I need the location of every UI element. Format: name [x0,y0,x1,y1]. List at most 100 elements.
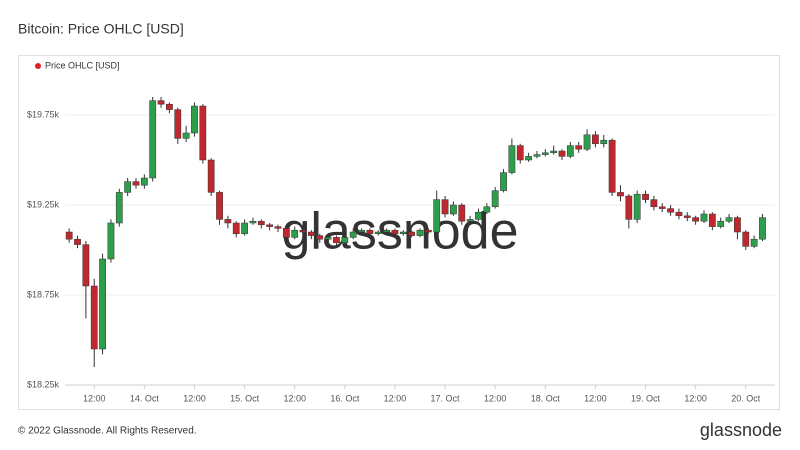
candle-body [516,145,524,161]
copyright: © 2022 Glassnode. All Rights Reserved. [18,426,197,437]
candle-body [617,192,624,197]
candle-body [533,154,541,157]
y-tick-label: $18.75k [27,289,60,299]
x-tick-label: 20. Oct [731,393,761,403]
candle-body [466,219,474,222]
x-tick-label: 12:00 [584,393,607,403]
candle-body [366,229,374,235]
legend-marker [35,63,41,69]
candle-body [224,219,232,224]
candle-body [650,199,658,208]
candle-body [734,217,741,233]
candle-body [742,231,750,247]
candle-body [316,235,324,240]
candle-body [308,231,315,236]
candle-body [600,139,608,145]
candle-body [157,100,165,105]
x-tick-label: 12:00 [684,393,707,403]
candle-body [74,238,81,245]
candle-body [750,238,758,247]
candle-body [115,192,123,224]
candle-body [700,213,708,222]
x-tick-label: 12:00 [83,393,106,403]
x-tick-label: 16. Oct [330,393,360,403]
candle-body [683,215,691,218]
x-tick-label: 12:00 [484,393,507,403]
candle-body [583,134,591,150]
candle-body [625,195,633,220]
candle-body [99,258,106,350]
watermark: glassnode [281,203,518,261]
candle-body [458,204,466,222]
legend-label: Price OHLC [USD] [45,60,120,70]
candle-body [608,139,616,193]
candle-body [374,231,382,235]
chart-frame [18,55,780,410]
candle-body [475,211,482,220]
candle-body [299,229,307,233]
candle-body [107,222,115,260]
candle-body [441,199,449,215]
candle-body [541,152,549,155]
x-tick-label: 12:00 [183,393,206,403]
candle-body [132,181,140,186]
candle-body [658,206,666,209]
candle-body [708,213,716,227]
candle-body [450,204,457,215]
candle-body [408,231,416,236]
candle-body [182,132,190,139]
candle-body [424,229,432,233]
candle-body [725,217,733,222]
candle-body [341,237,349,244]
candle-body [324,237,332,240]
candle-body [525,156,532,161]
candle-body [199,105,207,161]
candle-body [140,177,148,186]
candle-body [216,192,223,220]
candle-body [491,190,499,208]
candle-body [433,199,441,233]
candle-body [500,172,507,191]
candle-body [282,228,290,238]
candle-body [333,237,340,244]
x-tick-label: 12:00 [283,393,306,403]
x-tick-label: 18. Oct [531,393,561,403]
x-tick-label: 12:00 [384,393,407,403]
y-tick-label: $18.25k [27,379,60,389]
candle-body [550,150,558,154]
candle-body [692,217,700,222]
candle-body [416,229,424,236]
candle-body [82,244,90,287]
candle-body [383,229,390,233]
candle-body [174,109,182,139]
candle-body [483,206,491,213]
candle-body [65,231,73,240]
candle-body [191,105,198,134]
x-tick-label: 14. Oct [130,393,160,403]
candle-body [249,220,257,224]
candle-body [759,217,766,240]
candle-body [566,145,574,157]
y-tick-label: $19.25k [27,199,60,209]
candle-body [399,231,407,235]
x-tick-label: 17. Oct [431,393,461,403]
candle-body [675,211,683,217]
candle-body [257,220,265,226]
candle-body [291,229,299,238]
candle-body [241,222,248,235]
candle-body [508,145,516,173]
candle-body [633,193,641,220]
logo: glassnode [700,420,782,440]
candle-body [592,134,599,145]
candle-body [717,220,725,227]
candle-body [166,103,173,110]
candle-body [274,226,282,229]
candle-body [266,224,274,227]
chart-title: Bitcoin: Price OHLC [USD] [18,21,184,37]
candle-body [149,100,157,179]
candle-body [124,181,132,193]
candle-body [575,145,583,150]
